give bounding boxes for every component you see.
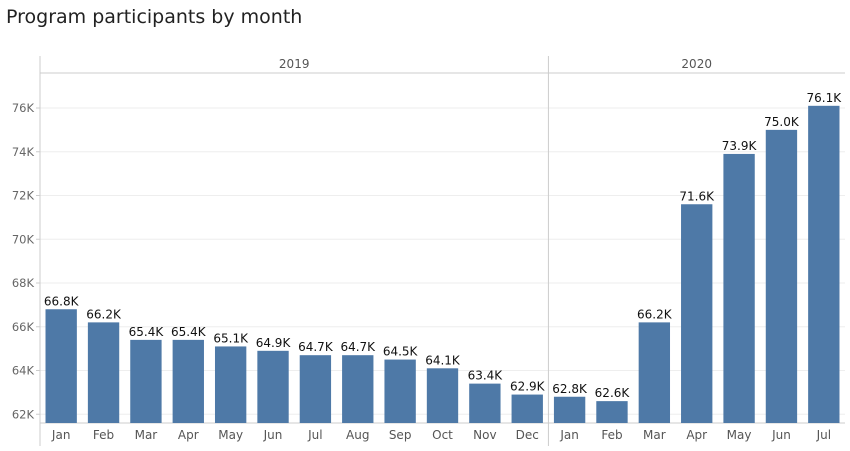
y-tick-label: 76K [12, 101, 35, 115]
data-label: 64.1K [425, 353, 461, 367]
data-label: 62.8K [552, 382, 588, 396]
x-tick-label: Jan [559, 428, 579, 442]
x-tick-label: Sep [389, 428, 412, 442]
bar-2020-Jan [553, 396, 586, 423]
bar-2019-Sep [384, 359, 416, 423]
data-label: 62.9K [510, 380, 546, 394]
bar-2019-Jan [45, 309, 77, 423]
x-tick-label: Dec [516, 428, 539, 442]
bar-2019-May [214, 346, 247, 423]
x-tick-label: Feb [93, 428, 114, 442]
x-tick-label: May [218, 428, 243, 442]
data-label: 63.4K [468, 369, 504, 383]
data-labels: 66.8K 66.2K 65.4K 65.4K 65.1K 64.9K 64.7K 64.7K… [44, 91, 842, 400]
y-tick-label: 64K [12, 364, 35, 378]
data-label: 64.7K [340, 340, 376, 354]
data-label: 64.5K [383, 345, 419, 359]
bar-2019-Jun [257, 350, 289, 423]
y-tick-label: 66K [12, 320, 35, 334]
panel-label-2020: 2020 [681, 57, 712, 71]
x-tick-label: Apr [178, 428, 199, 442]
x-tick-label: Mar [643, 428, 666, 442]
bar-2019-Feb [87, 322, 120, 423]
panel-label-2019: 2019 [279, 57, 310, 71]
data-label: 64.7K [298, 340, 334, 354]
x-tick-label: Aug [346, 428, 369, 442]
data-label: 66.2K [86, 307, 122, 321]
data-label: 71.6K [679, 189, 715, 203]
chart-title: Program participants by month [6, 6, 303, 28]
data-label: 65.1K [213, 331, 249, 345]
y-tick-label: 70K [12, 232, 35, 246]
x-tick-label: Jul [307, 428, 322, 442]
bars [45, 105, 840, 423]
bar-2020-Apr [681, 204, 713, 423]
y-tick-label: 68K [12, 276, 35, 290]
data-label: 66.8K [44, 294, 80, 308]
bar-2019-Mar [130, 339, 162, 423]
data-label: 65.4K [129, 325, 165, 339]
y-tick-label: 72K [12, 189, 35, 203]
bar-2020-Mar [638, 322, 671, 423]
x-tick-label: Apr [686, 428, 707, 442]
x-tick-label: Jan [51, 428, 71, 442]
x-tick-label: Jun [263, 428, 283, 442]
bar-2019-Jul [299, 355, 332, 423]
y-tick-label: 62K [12, 407, 35, 421]
data-label: 65.4K [171, 325, 207, 339]
data-label: 75.0K [764, 115, 800, 129]
bar-2020-Jun [765, 129, 798, 423]
x-tick-label: Mar [135, 428, 158, 442]
x-tick-label: Oct [432, 428, 453, 442]
bar-2020-May [723, 153, 755, 423]
data-label: 64.9K [256, 336, 292, 350]
x-tick-label: Feb [601, 428, 622, 442]
bar-2020-Jul [808, 105, 840, 423]
bar-2020-Feb [596, 401, 628, 423]
x-tick-label: Nov [473, 428, 496, 442]
bar-2019-Nov [469, 383, 501, 423]
bar-2019-Oct [426, 368, 459, 423]
x-tick-label: May [727, 428, 752, 442]
x-tick-label: Jun [771, 428, 791, 442]
bar-2019-Aug [342, 355, 374, 423]
x-tick-label: Jul [816, 428, 831, 442]
data-label: 73.9K [722, 139, 758, 153]
axes: 62K 64K 66K 68K 70K 72K 74K 76K 2019 Jan Feb Mar Apr… [12, 57, 831, 442]
bar-2019-Dec [511, 394, 543, 423]
y-tick-label: 74K [12, 145, 35, 159]
data-label: 66.2K [637, 307, 673, 321]
data-label: 76.1K [807, 91, 843, 105]
bar-2019-Apr [172, 339, 204, 423]
data-label: 62.6K [595, 386, 631, 400]
